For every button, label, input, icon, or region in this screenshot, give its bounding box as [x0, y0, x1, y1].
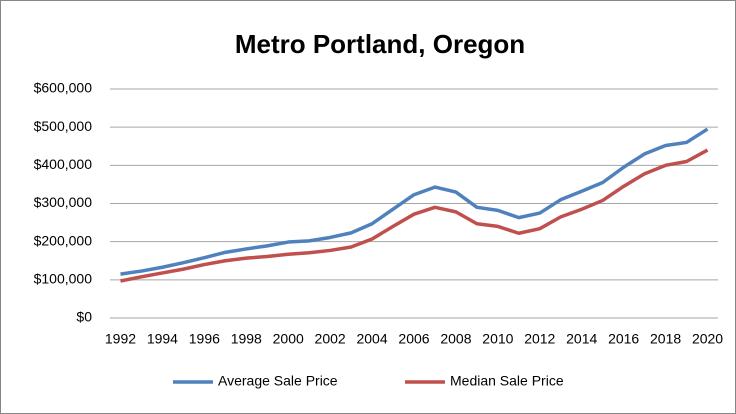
- x-tick-label: 1996: [189, 331, 220, 347]
- data-line: [120, 127, 709, 276]
- legend-label: Median Sale Price: [450, 373, 564, 389]
- y-tick-label: $200,000: [34, 232, 93, 248]
- y-tick-label: $0: [76, 309, 92, 325]
- x-tick-label: 2004: [356, 331, 387, 347]
- legend-label: Average Sale Price: [218, 373, 338, 389]
- y-tick-label: $100,000: [34, 271, 93, 287]
- x-tick-label: 1992: [105, 331, 136, 347]
- x-tick-label: 1998: [231, 331, 262, 347]
- x-tick-label: 2006: [398, 331, 429, 347]
- chart-title: Metro Portland, Oregon: [235, 29, 525, 59]
- x-tick-label: 2012: [524, 331, 555, 347]
- x-tick-label: 2016: [608, 331, 639, 347]
- x-tick-label: 2020: [692, 331, 723, 347]
- y-tick-label: $600,000: [34, 80, 93, 96]
- x-tick-label: 2008: [440, 331, 471, 347]
- x-tick-label: 1994: [147, 331, 178, 347]
- x-tick-label: 2018: [650, 331, 681, 347]
- y-tick-label: $400,000: [34, 156, 93, 172]
- data-line: [120, 148, 709, 283]
- x-tick-label: 2002: [315, 331, 346, 347]
- x-tick-label: 2000: [273, 331, 304, 347]
- y-tick-label: $500,000: [34, 118, 93, 134]
- x-tick-label: 2014: [566, 331, 597, 347]
- y-tick-label: $300,000: [34, 194, 93, 210]
- x-tick-label: 2010: [482, 331, 513, 347]
